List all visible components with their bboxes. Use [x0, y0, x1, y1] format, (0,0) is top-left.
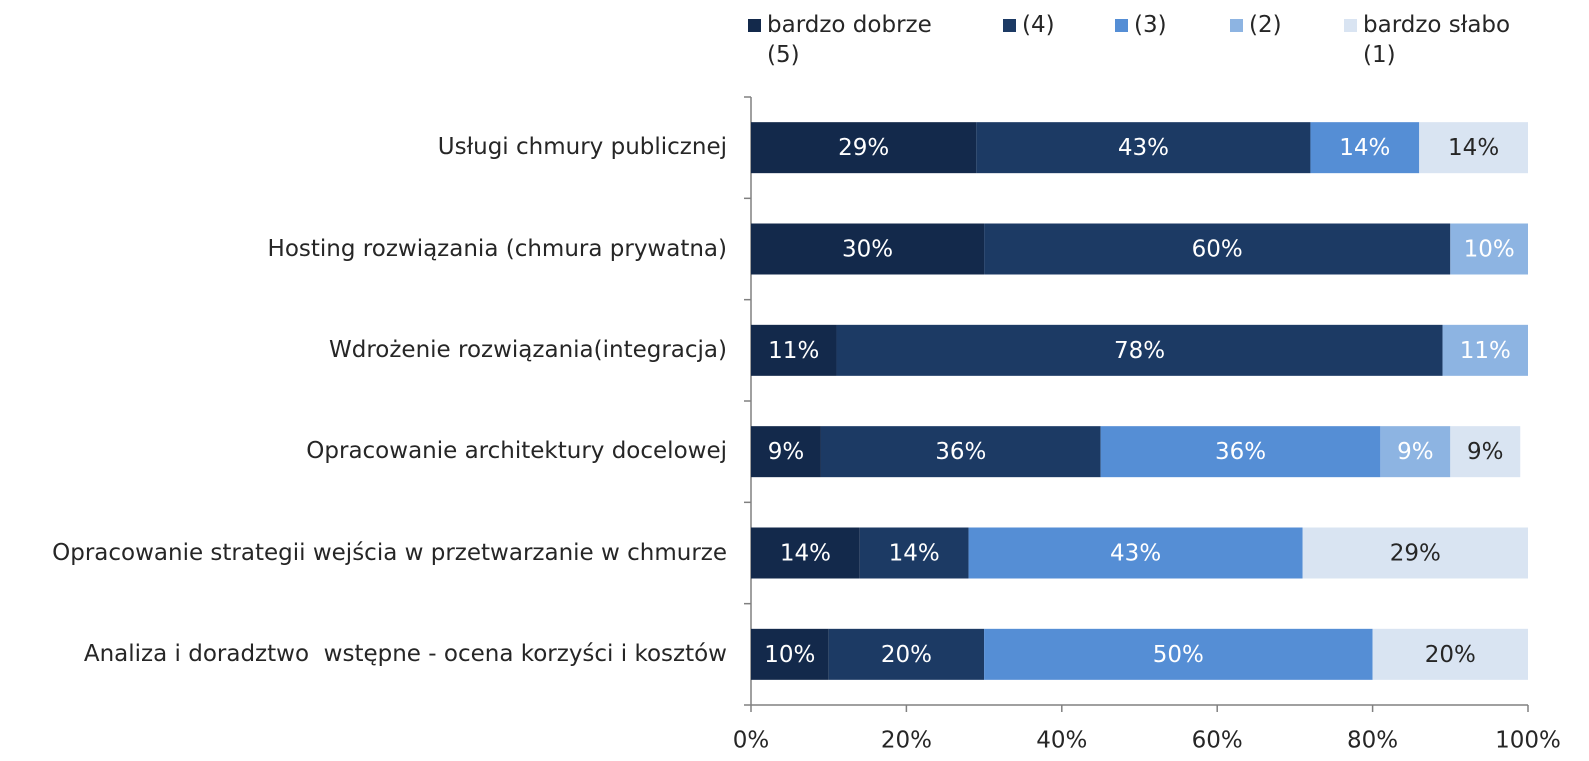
data-label: 78%: [1114, 338, 1165, 364]
data-label: 9%: [1467, 439, 1504, 465]
bar-segment: [751, 426, 821, 478]
data-label: 20%: [1425, 642, 1476, 668]
data-label: 9%: [768, 439, 805, 465]
bar-segment: [820, 426, 1101, 478]
bar-segment: [859, 527, 969, 579]
x-tick-label: 0%: [733, 728, 770, 754]
bar-segment: [984, 223, 1451, 275]
legend-label: (3): [1134, 12, 1167, 38]
bar-segment: [1100, 426, 1381, 478]
legend-label: bardzo słabo (1): [1363, 12, 1511, 68]
bar-segment: [1310, 122, 1420, 174]
category-label: Analiza i doradztwo wstępne - ocena korz…: [83, 640, 727, 667]
legend-swatch: [1115, 19, 1128, 32]
legend-swatch: [1344, 19, 1357, 32]
data-label: 43%: [1118, 135, 1169, 161]
bar-segment: [1450, 223, 1528, 275]
category-label: Usługi chmury publicznej: [437, 134, 727, 161]
x-tick-label: 80%: [1347, 728, 1398, 754]
x-tick-label: 40%: [1036, 728, 1087, 754]
legend-label: (4): [1022, 12, 1055, 38]
bar-segment: [836, 324, 1443, 376]
bar-segment: [968, 527, 1303, 579]
bar-segment: [751, 628, 829, 680]
data-label: 50%: [1153, 642, 1204, 668]
data-label: 30%: [842, 237, 893, 263]
data-label: 43%: [1110, 541, 1161, 567]
bar-segment: [1442, 324, 1528, 376]
x-tick-label: 100%: [1495, 728, 1561, 754]
legend-label: (2): [1249, 12, 1282, 38]
data-label: 9%: [1397, 439, 1434, 465]
legend-swatch: [748, 19, 761, 32]
legend-item: bardzo dobrze (5): [748, 10, 968, 70]
bar-segment: [751, 527, 860, 579]
x-tick-label: 60%: [1192, 728, 1243, 754]
bar-segment: [751, 223, 985, 275]
legend-item: (4): [1003, 10, 1103, 40]
data-label: 36%: [1215, 439, 1266, 465]
data-label: 14%: [780, 541, 831, 567]
data-label: 36%: [935, 439, 986, 465]
x-tick-label: 20%: [881, 728, 932, 754]
category-label: Hosting rozwiązania (chmura prywatna): [267, 235, 727, 262]
bar-segment: [1380, 426, 1451, 478]
data-label: 11%: [1460, 338, 1511, 364]
data-label: 14%: [1448, 135, 1499, 161]
legend-item: bardzo słabo (1): [1344, 10, 1524, 70]
category-label: Wdrożenie rozwiązania(integracja): [329, 336, 727, 363]
category-label: Opracowanie strategii wejścia w przetwar…: [52, 539, 727, 566]
legend-item: (2): [1230, 10, 1330, 40]
legend-swatch: [1003, 19, 1016, 32]
data-label: 20%: [881, 642, 932, 668]
legend-label: bardzo dobrze (5): [767, 12, 932, 68]
data-label: 14%: [1339, 135, 1390, 161]
legend-swatch: [1230, 19, 1243, 32]
data-label: 29%: [1390, 541, 1441, 567]
data-label: 11%: [768, 338, 819, 364]
data-label: 10%: [1464, 237, 1515, 263]
bar-segment: [1372, 628, 1528, 680]
bar-segment: [1450, 426, 1521, 478]
bar-segment: [828, 628, 985, 680]
data-label: 10%: [764, 642, 815, 668]
bar-segment: [984, 628, 1373, 680]
bar-segment: [976, 122, 1311, 174]
legend-item: (3): [1115, 10, 1215, 40]
bar-segment: [751, 324, 837, 376]
data-label: 60%: [1192, 237, 1243, 263]
data-label: 14%: [889, 541, 940, 567]
bar-segment: [1302, 527, 1528, 579]
bar-segment: [1419, 122, 1528, 174]
bar-segment: [751, 122, 977, 174]
category-label: Opracowanie architektury docelowej: [306, 438, 727, 465]
data-label: 29%: [838, 135, 889, 161]
